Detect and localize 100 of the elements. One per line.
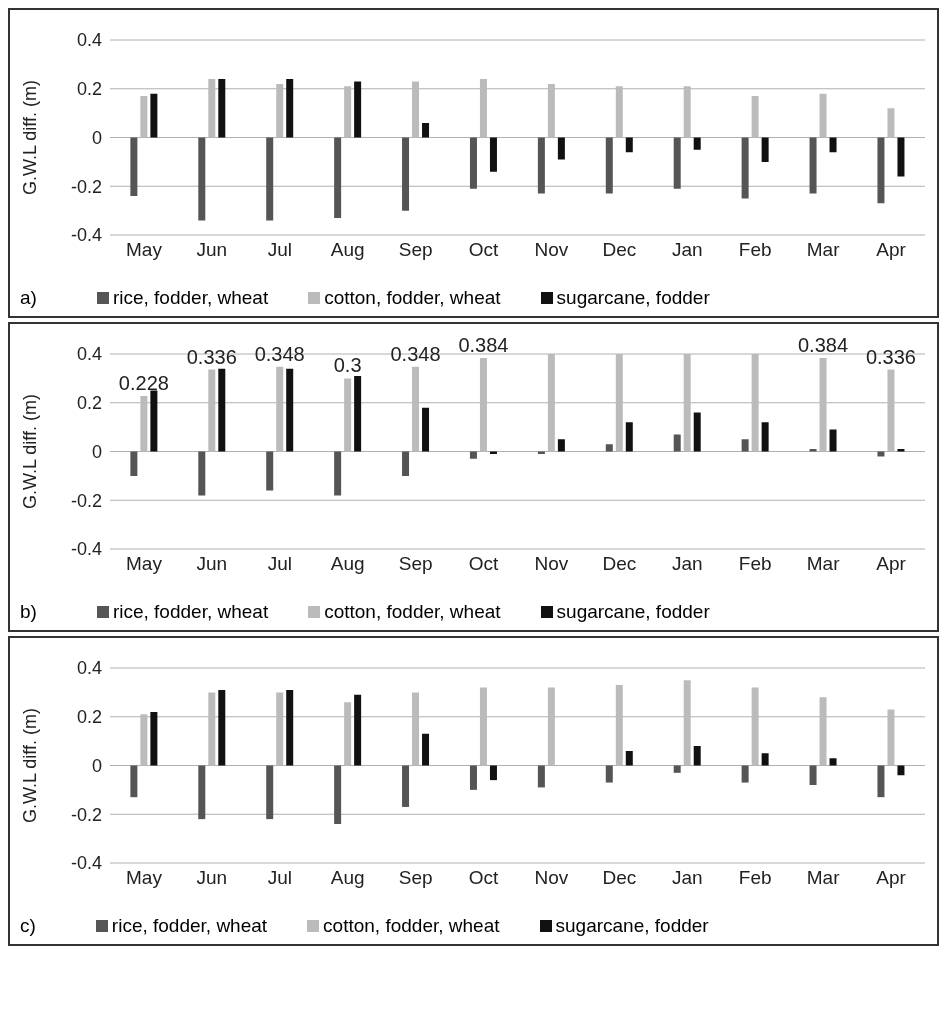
data-label: 0.3 <box>333 354 362 377</box>
x-tick-label: Jan <box>671 867 703 889</box>
x-tick-label: Dec <box>602 239 637 261</box>
bar <box>402 451 410 476</box>
x-tick-label: Nov <box>534 553 569 575</box>
bar <box>741 765 749 783</box>
bar <box>469 137 477 189</box>
legend-label: sugarcane, fodder <box>555 287 710 309</box>
y-tick-label: 0.4 <box>76 30 102 51</box>
bar <box>489 765 497 781</box>
legend-label: sugarcane, fodder <box>554 915 709 937</box>
bar <box>150 390 158 452</box>
bar <box>897 449 905 452</box>
bar <box>286 689 294 766</box>
x-tick-label: Apr <box>876 553 907 575</box>
bar <box>130 137 138 196</box>
bar <box>741 137 749 199</box>
bar <box>829 758 837 766</box>
y-tick-label: -0.4 <box>70 853 102 874</box>
bar <box>877 137 885 204</box>
legend-label: cotton, fodder, wheat <box>323 601 501 623</box>
data-label: 0.384 <box>798 333 849 356</box>
x-tick-label: May <box>126 239 163 261</box>
bar <box>218 368 226 452</box>
y-tick-label: 0.2 <box>76 393 102 414</box>
x-tick-label: Oct <box>468 553 500 575</box>
bar <box>469 451 477 459</box>
x-tick-label: Apr <box>876 239 907 261</box>
data-label: 0.348 <box>390 342 441 365</box>
bar <box>537 765 545 788</box>
bar <box>130 765 138 798</box>
bar <box>605 137 613 194</box>
bar <box>334 451 342 496</box>
bar <box>266 137 274 221</box>
x-tick-label: Mar <box>806 239 841 261</box>
bar <box>469 765 477 790</box>
bar <box>809 137 817 194</box>
data-label: 0.348 <box>254 342 305 365</box>
x-tick-label: Feb <box>738 239 772 261</box>
bar <box>761 422 769 452</box>
bar <box>897 137 905 177</box>
x-tick-label: Dec <box>602 867 637 889</box>
bar <box>897 765 905 776</box>
x-tick-label: Jul <box>267 867 292 889</box>
x-tick-label: Sep <box>398 239 433 261</box>
bar <box>354 81 362 138</box>
y-tick-label: 0 <box>91 441 102 462</box>
bar <box>402 137 410 211</box>
y-tick-label: -0.4 <box>70 539 102 560</box>
bar <box>130 451 138 476</box>
x-tick-label: Jun <box>196 867 228 889</box>
text: b) <box>20 601 37 623</box>
y-axis-title: G.W.L diff. (m) <box>20 393 41 510</box>
bar <box>673 765 681 773</box>
bar <box>266 765 274 820</box>
x-tick-label: Jan <box>671 553 703 575</box>
x-tick-label: Jun <box>196 553 228 575</box>
x-tick-label: Sep <box>398 553 433 575</box>
data-label: 0.336 <box>186 345 237 368</box>
data-label: 0.384 <box>458 333 509 356</box>
x-tick-label: May <box>126 867 163 889</box>
bar <box>286 368 294 452</box>
bar <box>150 93 158 138</box>
legend-label: rice, fodder, wheat <box>111 601 269 623</box>
y-axis-title: G.W.L diff. (m) <box>20 707 41 824</box>
bar <box>354 694 362 766</box>
y-tick-label: -0.4 <box>70 225 102 246</box>
legend-label: rice, fodder, wheat <box>111 287 269 309</box>
bar <box>557 137 565 160</box>
bar <box>877 765 885 798</box>
bar <box>489 137 497 172</box>
x-tick-label: Jun <box>196 239 228 261</box>
bar <box>198 137 206 221</box>
x-tick-label: Sep <box>398 867 433 889</box>
bar <box>605 765 613 783</box>
legend-label: sugarcane, fodder <box>555 601 710 623</box>
bar <box>625 750 633 766</box>
bar <box>354 375 362 452</box>
data-label: 0.336 <box>865 345 916 368</box>
legend-label: cotton, fodder, wheat <box>322 915 500 937</box>
bar <box>761 753 769 766</box>
bar <box>286 79 294 138</box>
bar <box>605 444 613 452</box>
bar <box>334 137 342 218</box>
x-tick-label: Nov <box>534 867 569 889</box>
x-tick-label: Mar <box>806 867 841 889</box>
bar <box>829 137 837 153</box>
bar <box>198 451 206 496</box>
bar <box>150 711 158 766</box>
bar <box>422 407 430 452</box>
y-tick-label: 0 <box>91 127 102 148</box>
bar <box>625 422 633 452</box>
x-tick-label: Oct <box>468 239 500 261</box>
bar <box>557 439 565 452</box>
data-label: 0.228 <box>118 371 169 394</box>
x-tick-label: Jul <box>267 553 292 575</box>
bar <box>334 765 342 824</box>
bar <box>266 451 274 491</box>
y-tick-label: 0 <box>91 755 102 776</box>
bar <box>218 79 226 138</box>
